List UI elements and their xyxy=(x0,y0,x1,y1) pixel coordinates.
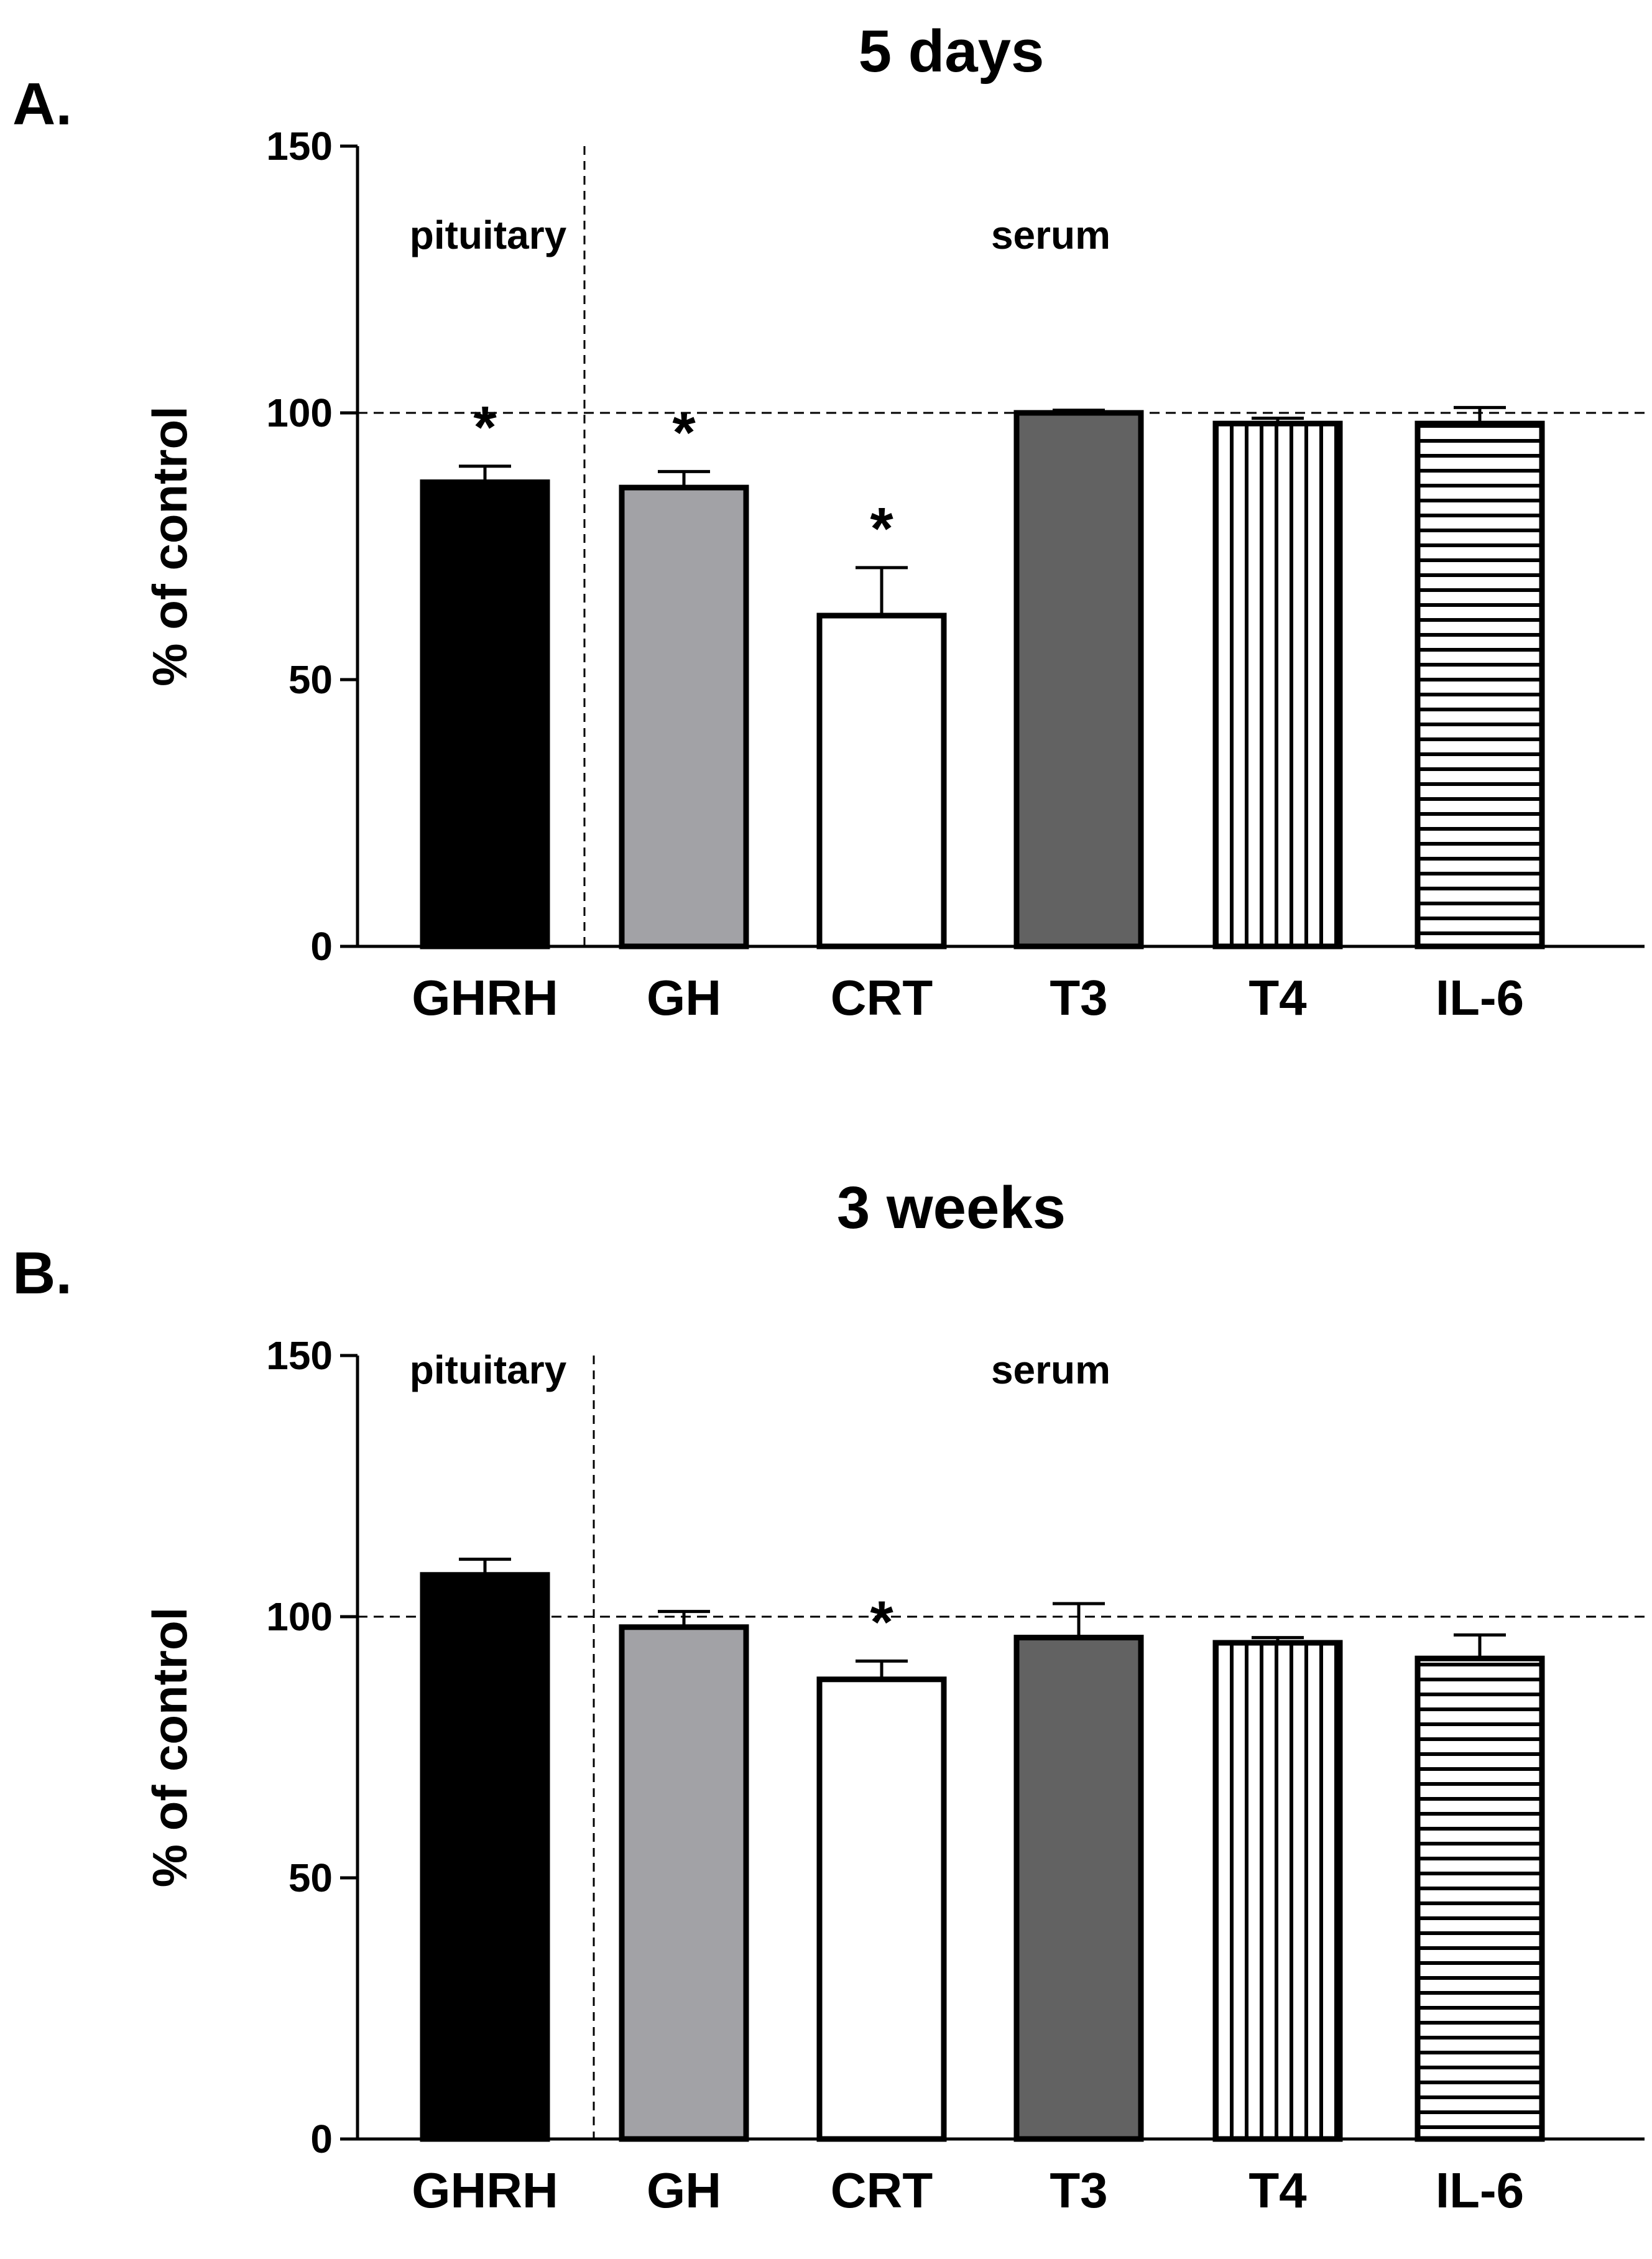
category-label-t4: T4 xyxy=(1248,970,1307,1025)
significance-marker: * xyxy=(870,496,893,562)
category-label-t3: T3 xyxy=(1050,2163,1107,2218)
y-tick-label: 150 xyxy=(266,1333,333,1378)
y-tick-label: 0 xyxy=(310,924,333,969)
category-label-ghrh: GHRH xyxy=(412,2163,558,2218)
category-label-crt: CRT xyxy=(831,970,933,1025)
bar-ghrh-black xyxy=(420,479,550,949)
category-label-gh: GH xyxy=(647,2163,721,2218)
panel-letter: A. xyxy=(12,71,72,137)
y-axis-label: % of control xyxy=(142,406,197,686)
region-label-pituitary: pituitary xyxy=(410,1347,567,1392)
bar-il-6-horizontal-stripe xyxy=(1414,1655,1545,2142)
y-tick-label: 0 xyxy=(310,2117,333,2161)
bar-t3-dark-gray xyxy=(1013,410,1144,949)
bar-gh-light-gray xyxy=(619,484,749,949)
category-label-t4: T4 xyxy=(1248,2163,1307,2218)
category-label-il-6: IL-6 xyxy=(1436,970,1524,1025)
bar-il-6-horizontal-stripe xyxy=(1414,420,1545,949)
significance-marker: * xyxy=(672,399,696,466)
y-tick-label: 50 xyxy=(288,657,333,702)
bar-ghrh-black xyxy=(420,1572,550,2142)
significance-marker: * xyxy=(473,394,497,461)
chart-title: 5 days xyxy=(859,18,1045,85)
bar-t4-vertical-stripe xyxy=(1212,420,1343,949)
significance-marker: * xyxy=(870,1589,893,1655)
y-axis-label: % of control xyxy=(142,1607,197,1888)
bar-t3-dark-gray xyxy=(1013,1635,1144,2142)
bar-gh-light-gray xyxy=(619,1624,749,2142)
region-label-serum: serum xyxy=(991,1347,1110,1392)
y-tick-label: 150 xyxy=(266,124,333,169)
panel-b: B. 3 weeks % of control 0 50 100 150 pituitary s… xyxy=(12,1175,1645,2218)
bar-crt-white xyxy=(816,1676,947,2142)
region-label-serum: serum xyxy=(991,213,1110,257)
y-tick-label: 50 xyxy=(288,1855,333,1900)
bar-crt-white xyxy=(816,612,947,949)
category-label-gh: GH xyxy=(647,970,721,1025)
region-label-pituitary: pituitary xyxy=(410,213,567,257)
chart-title: 3 weeks xyxy=(837,1175,1066,1241)
y-tick-label: 100 xyxy=(266,390,333,435)
bar-t4-vertical-stripe xyxy=(1212,1640,1343,2142)
category-label-crt: CRT xyxy=(831,2163,933,2218)
panel-a: A. 5 days % of control 0 50 100 150 pituitary se… xyxy=(12,18,1645,1025)
category-label-t3: T3 xyxy=(1050,970,1107,1025)
category-label-il-6: IL-6 xyxy=(1436,2163,1524,2218)
y-tick-label: 100 xyxy=(266,1594,333,1639)
category-label-ghrh: GHRH xyxy=(412,970,558,1025)
panel-letter: B. xyxy=(12,1240,72,1306)
